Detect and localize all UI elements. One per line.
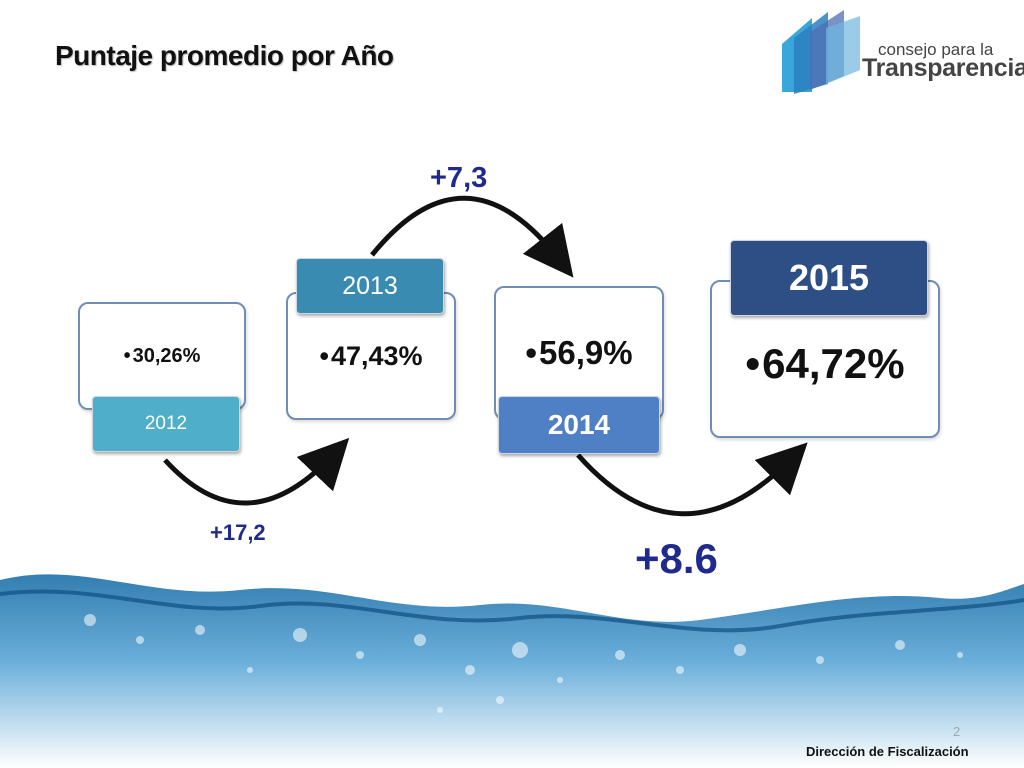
arrow-2012-2013	[163, 437, 350, 506]
bullet: •	[319, 340, 329, 371]
value-2012: 30,26%	[132, 344, 201, 367]
year-tag-2015: 2015	[730, 240, 928, 316]
arrow-2013-2014	[370, 195, 574, 278]
year-tag-2014: 2014	[498, 396, 660, 454]
logo-text-line2: Transparencia	[862, 54, 1024, 82]
value-2015: 64,72%	[762, 340, 905, 387]
transparency-logo-icon	[782, 10, 860, 94]
bullet: •	[123, 344, 131, 367]
bullet: •	[525, 334, 537, 371]
value-box-2012: • 30,26%	[78, 302, 246, 410]
arrow-2014-2015	[576, 442, 808, 517]
footer-text: Dirección de Fiscalización	[806, 744, 969, 759]
water-background-image	[0, 574, 1024, 768]
logo-text-line1: consejo para la	[878, 40, 994, 59]
page-number: 2	[953, 724, 961, 739]
page-title: Puntaje promedio por Año	[55, 40, 394, 71]
delta-2014-2015: +8.6	[635, 535, 718, 582]
value-2013: 47,43%	[330, 340, 423, 371]
year-tag-2013: 2013	[296, 258, 444, 314]
delta-2012-2013: +17,2	[210, 520, 266, 545]
value-2014: 56,9%	[538, 334, 633, 371]
bullet: •	[745, 340, 761, 387]
year-tag-2012: 2012	[92, 396, 240, 452]
delta-2013-2014: +7,3	[430, 162, 488, 194]
